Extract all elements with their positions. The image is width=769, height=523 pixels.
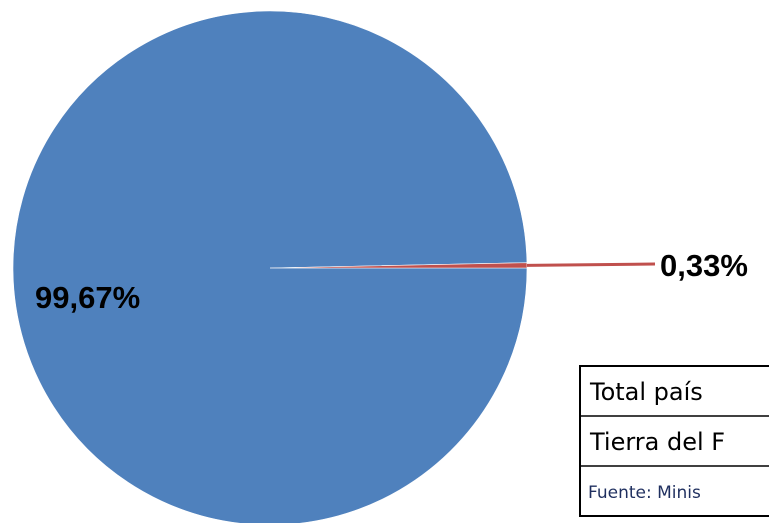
data-label: 0,33% [660, 248, 748, 283]
legend-entry: Total país [589, 378, 703, 406]
pie-slice [12, 10, 528, 523]
source-note: Fuente: Minis [588, 483, 701, 503]
leader-line [526, 262, 656, 267]
legend-box [579, 365, 769, 517]
legend-entry: Tierra del F [589, 428, 725, 456]
data-label: 99,67% [35, 280, 140, 315]
legend-table: Total país Tierra del F Fuente: Minis [579, 365, 769, 517]
